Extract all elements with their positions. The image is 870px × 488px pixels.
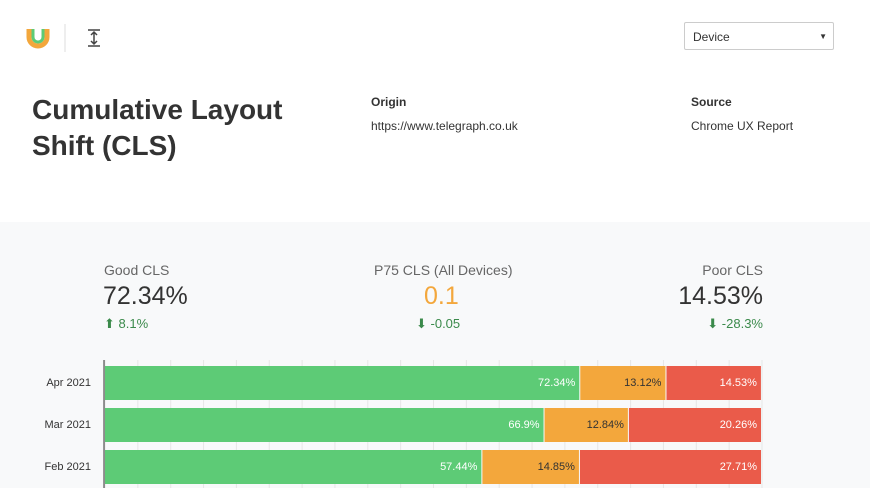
bar-segment bbox=[105, 366, 580, 400]
logo-inner bbox=[31, 29, 45, 44]
value-label: 13.12% bbox=[624, 377, 662, 389]
value-label: 66.9% bbox=[508, 419, 539, 431]
metric-change: ⬇ -28.3% bbox=[707, 316, 763, 331]
metric-value: 72.34% bbox=[103, 282, 188, 310]
metric-value: 14.53% bbox=[678, 282, 763, 310]
bar-segment bbox=[580, 366, 666, 400]
value-label: 12.84% bbox=[587, 419, 625, 431]
bar-segment bbox=[628, 408, 761, 442]
value-label: 20.26% bbox=[720, 419, 758, 431]
change-text: -0.05 bbox=[430, 316, 461, 331]
y-tick-label: Apr 2021 bbox=[46, 377, 91, 389]
metric-label: Good CLS bbox=[104, 262, 170, 278]
metric-change: ⬇ -0.05 bbox=[416, 316, 461, 331]
value-label: 14.85% bbox=[538, 461, 576, 473]
metric-value: 0.1 bbox=[424, 282, 459, 310]
dropdown-arrow: ▼ bbox=[819, 32, 827, 41]
device-dropdown[interactable]: Device ▼ bbox=[684, 22, 834, 50]
metric-label: P75 CLS (All Devices) bbox=[374, 262, 513, 278]
value-label: 72.34% bbox=[538, 377, 576, 389]
expand-icon[interactable] bbox=[88, 29, 100, 47]
value-label: 14.53% bbox=[720, 377, 758, 389]
source-label: Source bbox=[691, 95, 732, 109]
bar-segment bbox=[105, 408, 544, 442]
value-label: 27.71% bbox=[720, 461, 758, 473]
source: Chrome UX Report bbox=[691, 119, 794, 133]
metric-change: ⬆ 8.1% bbox=[104, 316, 149, 331]
toolbar-icons bbox=[26, 24, 100, 52]
origin: https://www.telegraph.co.uk bbox=[371, 119, 518, 133]
y-tick-label: Mar 2021 bbox=[45, 419, 91, 431]
dropdown-label: Device bbox=[693, 30, 730, 44]
y-tick-label: Feb 2021 bbox=[45, 461, 91, 473]
bar-segment bbox=[579, 450, 761, 484]
logo bbox=[26, 29, 50, 49]
panel bbox=[0, 222, 870, 488]
change-text: -28.3% bbox=[721, 316, 763, 331]
value-label: 57.44% bbox=[440, 461, 478, 473]
origin-label: Origin bbox=[371, 95, 407, 109]
chart: Apr 2021 72.34% 13.12% 14.53% Mar 2021 66.9% 1… bbox=[45, 360, 763, 488]
bar-segment bbox=[544, 408, 628, 442]
bar-segment bbox=[105, 450, 482, 484]
bar-segment bbox=[666, 366, 761, 400]
metric-label: Poor CLS bbox=[702, 262, 763, 278]
title: Cumulative Layout Shift (CLS) bbox=[32, 94, 283, 161]
bar-segment bbox=[482, 450, 579, 484]
change-text: 8.1% bbox=[118, 316, 149, 331]
